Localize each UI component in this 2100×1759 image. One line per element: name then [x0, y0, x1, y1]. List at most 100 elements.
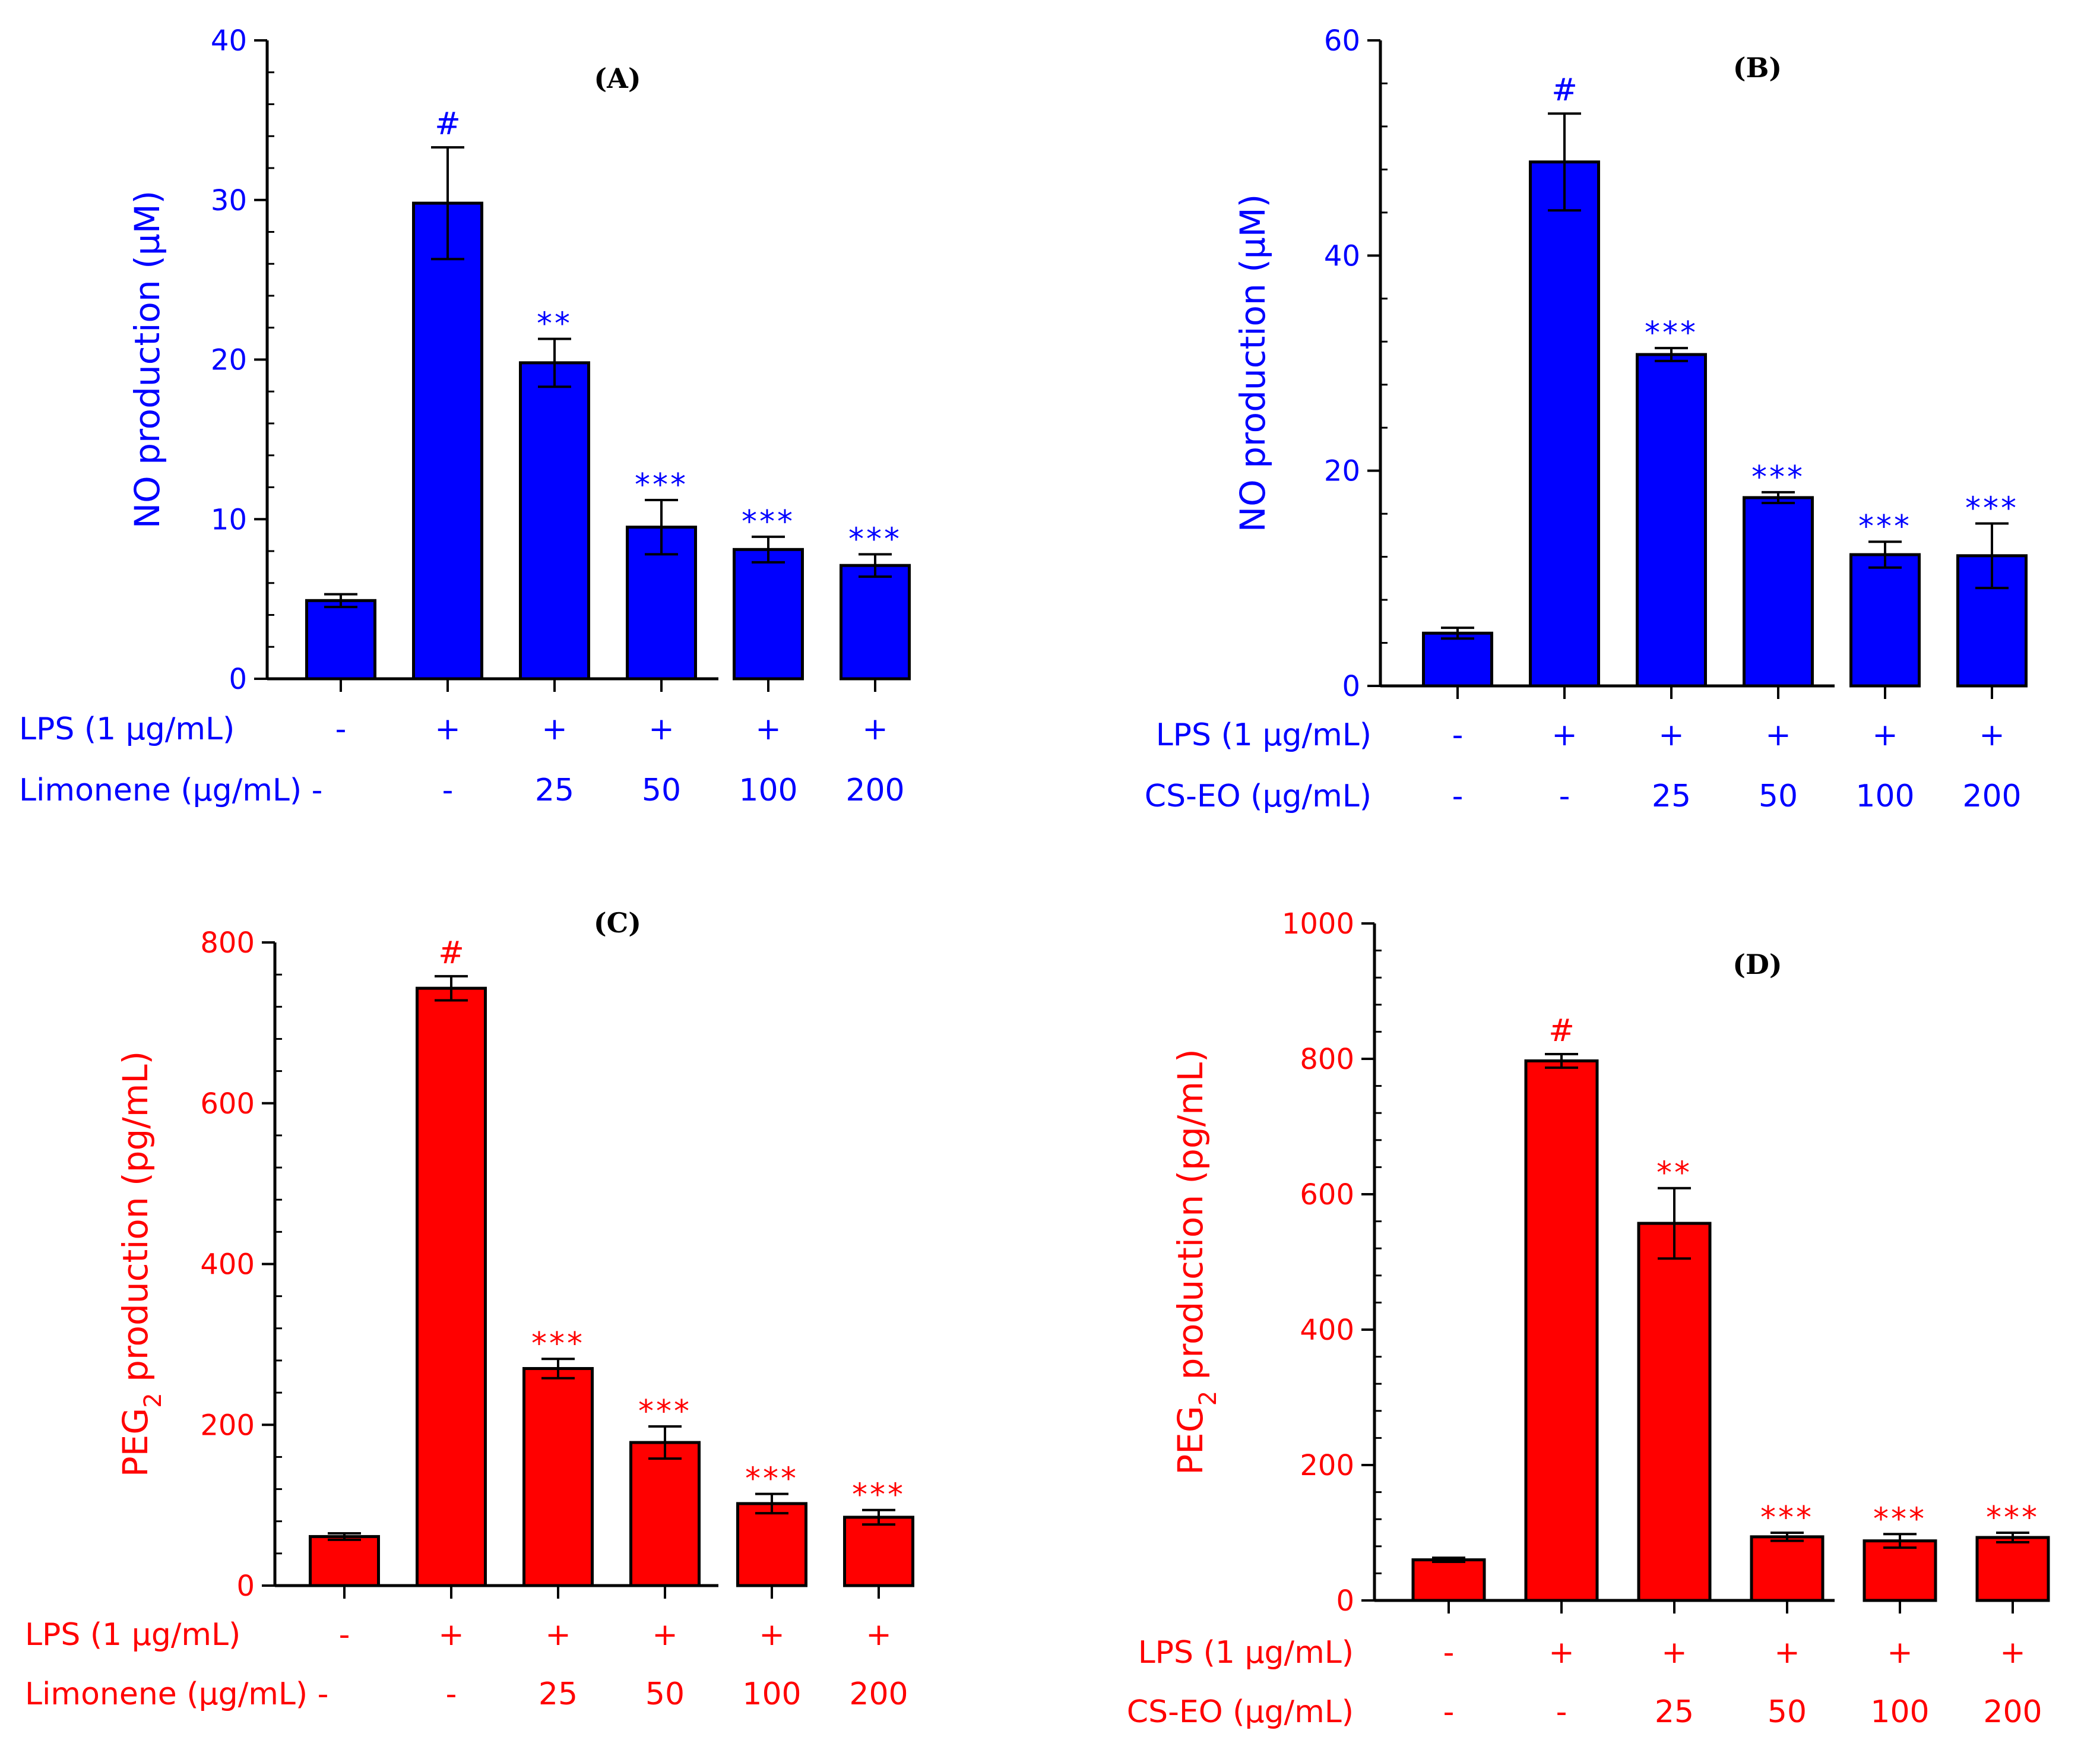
row-label: Limonene (µg/mL) - [19, 773, 322, 808]
y-tick-label: 40 [1324, 239, 1360, 273]
y-tick-label: 0 [1342, 670, 1360, 703]
bar [733, 548, 804, 681]
bar [309, 1535, 380, 1587]
bar [1849, 553, 1921, 688]
row-value: - [446, 1676, 457, 1712]
y-tick-label: 200 [200, 1409, 255, 1442]
row-value: - [1556, 1694, 1567, 1730]
bar [522, 1366, 594, 1587]
y-axis-title: NO production (µM) [127, 191, 167, 529]
row-value: + [1765, 717, 1791, 753]
significance-hash: # [1551, 72, 1578, 108]
significance-stars: *** [1858, 509, 1912, 545]
significance-stars: *** [745, 1461, 799, 1497]
row-value: 50 [1768, 1694, 1807, 1730]
row-label: LPS (1 µg/mL) [1138, 1635, 1354, 1671]
bar [736, 1502, 807, 1587]
significance-stars: *** [638, 1394, 692, 1429]
row-value: 200 [1962, 779, 2021, 814]
row-value: 25 [1652, 779, 1691, 814]
row-value: 25 [1655, 1694, 1694, 1730]
row-value: - [1559, 779, 1570, 814]
panel-title: (D) [1732, 948, 1782, 980]
significance-stars: *** [742, 504, 795, 540]
y-axis-title: PEG2 production (pg/mL) [115, 1051, 167, 1478]
row-value: - [1452, 717, 1464, 753]
y-tick-label: 40 [211, 24, 247, 58]
bar [629, 1441, 701, 1587]
significance-stars: *** [1645, 315, 1698, 351]
row-value: 100 [742, 1676, 801, 1712]
y-axis-title: PEG2 production (pg/mL) [1170, 1049, 1222, 1475]
row-value: 50 [642, 773, 681, 808]
row-value: - [1443, 1635, 1455, 1671]
bar [1422, 631, 1493, 688]
bar [1529, 160, 1600, 688]
bar [1750, 1535, 1825, 1602]
significance-hash: # [438, 935, 464, 971]
row-label: CS-EO (µg/mL) [1127, 1694, 1354, 1730]
panel-title: (B) [1733, 52, 1782, 84]
row-value: + [541, 711, 568, 747]
y-tick-label: 20 [1324, 455, 1360, 488]
bar [519, 361, 590, 681]
bar [1636, 353, 1707, 688]
y-tick-label: 10 [211, 503, 247, 536]
row-value: + [435, 711, 461, 747]
row-value: + [438, 1617, 464, 1653]
significance-stars: *** [852, 1478, 905, 1513]
bar [1975, 1536, 2050, 1602]
row-label: LPS (1 µg/mL) [19, 711, 235, 747]
y-tick-label: 0 [229, 663, 247, 696]
row-value: - [339, 1617, 350, 1653]
row-value: + [862, 711, 888, 747]
bar [843, 1516, 914, 1587]
row-value: 100 [1855, 779, 1914, 814]
y-tick-label: 200 [1300, 1449, 1354, 1482]
significance-stars: ** [1656, 1156, 1692, 1191]
bar [1637, 1222, 1712, 1602]
significance-stars: ** [537, 306, 572, 342]
row-label: LPS (1 µg/mL) [1156, 717, 1372, 753]
bar [416, 986, 487, 1587]
row-value: + [1774, 1635, 1800, 1671]
row-value: + [652, 1617, 678, 1653]
bar [412, 201, 483, 681]
row-value: + [1551, 717, 1578, 753]
row-value: 200 [1983, 1694, 2042, 1730]
significance-hash: # [1548, 1013, 1575, 1049]
bar [305, 599, 376, 681]
significance-stars: *** [1986, 1500, 2039, 1536]
significance-stars: *** [1760, 1500, 1814, 1536]
significance-hash: # [435, 106, 461, 142]
panel-b: # *** *** *** *** 0 20 40 60 NO production (µM) (B… [1145, 24, 2028, 814]
row-value: 50 [645, 1676, 685, 1712]
row-value: 25 [539, 1676, 578, 1712]
y-tick-label: 600 [1300, 1178, 1354, 1211]
y-tick-label: 20 [211, 344, 247, 377]
panel-title: (A) [594, 62, 641, 94]
row-value: + [2000, 1635, 2026, 1671]
bar [1524, 1059, 1599, 1602]
bar [1411, 1558, 1486, 1602]
row-value: + [866, 1617, 892, 1653]
row-value: - [1443, 1694, 1455, 1730]
row-label: LPS (1 µg/mL) [25, 1617, 240, 1653]
y-tick-label: 600 [200, 1087, 255, 1121]
y-tick-label: 400 [200, 1248, 255, 1282]
row-value: + [1979, 717, 2005, 753]
bar [1863, 1539, 1937, 1602]
row-label: CS-EO (µg/mL) [1145, 779, 1372, 814]
row-value: + [759, 1617, 785, 1653]
row-label: Limonene (µg/mL) - [25, 1676, 328, 1712]
row-value: 200 [849, 1676, 908, 1712]
y-tick-label: 0 [1336, 1584, 1354, 1618]
row-value: + [1548, 1635, 1575, 1671]
y-tick-label: 800 [200, 926, 255, 960]
row-value: + [755, 711, 781, 747]
y-axis-title: NO production (µM) [1233, 194, 1273, 533]
y-tick-label: 60 [1324, 24, 1360, 58]
row-value: + [648, 711, 674, 747]
panel-c: # *** *** *** *** 0 200 400 600 800 PEG2 productio… [25, 907, 914, 1712]
